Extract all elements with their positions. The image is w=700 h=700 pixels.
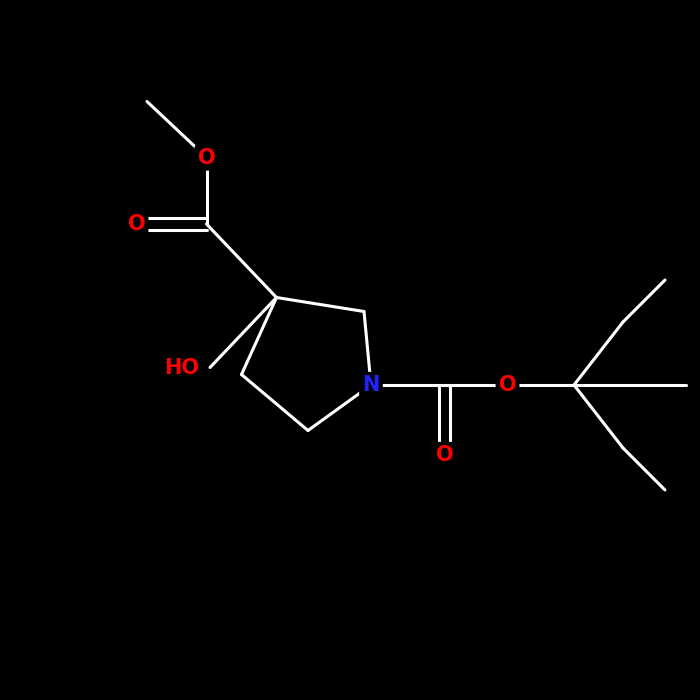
Text: N: N <box>363 375 379 395</box>
Text: O: O <box>197 148 216 167</box>
Text: O: O <box>435 445 454 465</box>
Text: O: O <box>498 375 517 395</box>
Text: O: O <box>127 214 146 234</box>
Text: HO: HO <box>164 358 200 377</box>
